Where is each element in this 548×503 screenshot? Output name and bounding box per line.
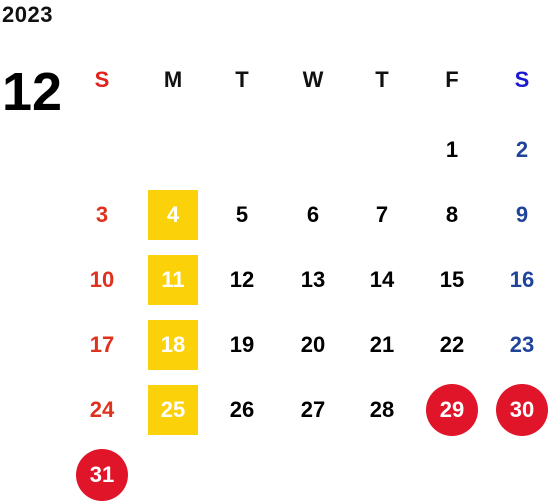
calendar-day[interactable]: 20 xyxy=(300,332,326,357)
calendar-year: 2023 xyxy=(2,2,53,27)
calendar-day[interactable]: 1 xyxy=(445,137,459,162)
calendar-day[interactable]: 29 xyxy=(426,384,478,436)
calendar-day[interactable]: 19 xyxy=(229,332,255,357)
calendar-day[interactable]: 17 xyxy=(89,332,115,357)
weekday-header: T xyxy=(375,67,389,92)
calendar-day[interactable]: 25 xyxy=(148,385,198,435)
calendar-day[interactable]: 28 xyxy=(369,397,395,422)
calendar-day[interactable]: 22 xyxy=(439,332,465,357)
calendar-day[interactable]: 31 xyxy=(76,449,128,501)
calendar-day[interactable]: 15 xyxy=(439,267,465,292)
weekday-header: S xyxy=(94,67,110,92)
calendar-day[interactable]: 13 xyxy=(300,267,326,292)
calendar-day[interactable]: 11 xyxy=(148,255,198,305)
calendar-day[interactable]: 23 xyxy=(509,332,535,357)
calendar-day[interactable]: 26 xyxy=(229,397,255,422)
calendar-day[interactable]: 30 xyxy=(496,384,548,436)
calendar-day[interactable]: 3 xyxy=(95,202,109,227)
weekday-header: S xyxy=(514,67,530,92)
weekday-header: T xyxy=(235,67,249,92)
calendar-month: 12 xyxy=(2,62,63,122)
calendar-day[interactable]: 2 xyxy=(515,137,529,162)
calendar-day[interactable]: 12 xyxy=(229,267,255,292)
calendar-day[interactable]: 5 xyxy=(235,202,249,227)
calendar-day[interactable]: 9 xyxy=(515,202,529,227)
calendar-day[interactable]: 27 xyxy=(300,397,326,422)
calendar-day[interactable]: 14 xyxy=(369,267,395,292)
calendar-day[interactable]: 10 xyxy=(89,267,115,292)
calendar-day[interactable]: 8 xyxy=(445,202,459,227)
calendar-day[interactable]: 24 xyxy=(89,397,115,422)
calendar-day[interactable]: 16 xyxy=(509,267,535,292)
weekday-header: M xyxy=(163,67,183,92)
calendar-day[interactable]: 21 xyxy=(369,332,395,357)
weekday-header: W xyxy=(302,67,324,92)
calendar-day[interactable]: 4 xyxy=(148,190,198,240)
calendar-day[interactable]: 6 xyxy=(306,202,320,227)
weekday-header: F xyxy=(445,67,459,92)
calendar-day[interactable]: 7 xyxy=(375,202,389,227)
calendar-day[interactable]: 18 xyxy=(148,320,198,370)
